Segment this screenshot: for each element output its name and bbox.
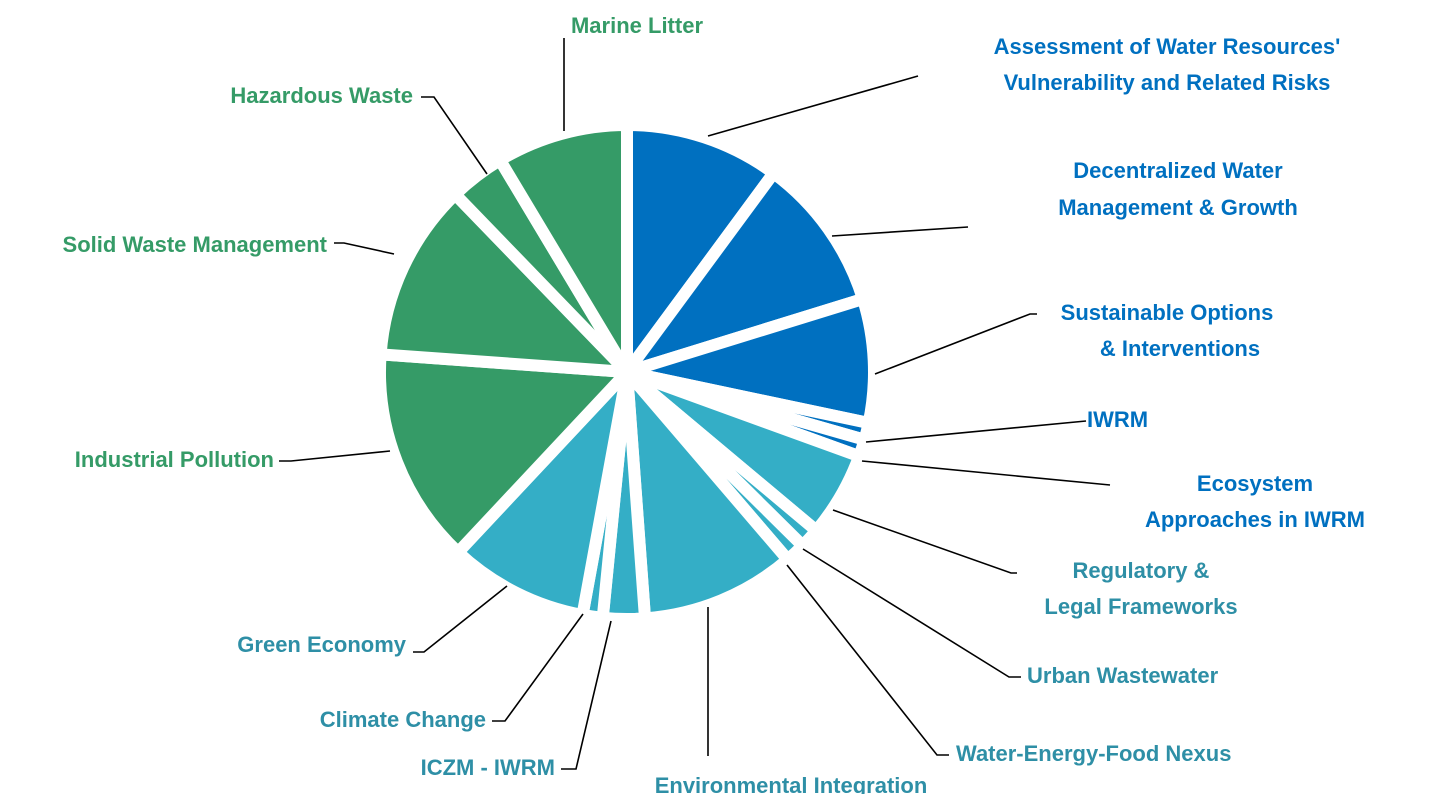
slice-label-regulatory-and-legal-frameworks-line-2: Legal Frameworks — [1044, 594, 1237, 619]
pie-slice-decentralized-water-management-and-growth — [611, 164, 871, 384]
pie-slice-marine-litter — [491, 118, 633, 394]
pie-slice-solid-waste-management — [374, 185, 643, 380]
slice-label-urban-wastewater: Urban Wastewater — [1027, 663, 1219, 688]
slice-label-hazardous-waste: Hazardous Waste — [230, 83, 413, 108]
slice-label-ecosystem-approaches-in-iwrm-line-1: Ecosystem — [1197, 471, 1313, 496]
slice-label-green-economy: Green Economy — [237, 632, 406, 657]
leader-line-hazardous-waste — [421, 96, 488, 175]
slice-label-assessment-of-water-resources-vulnerability-and-related-risks-line-2: Vulnerability and Related Risks — [1004, 70, 1331, 95]
leader-line-water-energy-food-nexus — [786, 564, 949, 756]
pie-slice-environmental-integration — [619, 354, 797, 625]
slice-label-climate-change: Climate Change — [320, 707, 486, 732]
pie-slices — [374, 118, 880, 625]
slice-label-marine-litter: Marine Litter — [571, 13, 703, 38]
leader-line-sustainable-options-and-interventions — [874, 313, 1037, 375]
leader-line-green-economy — [413, 585, 508, 653]
slice-label-industrial-pollution: Industrial Pollution — [75, 447, 274, 472]
leader-line-solid-waste-management — [334, 242, 395, 255]
slice-label-ecosystem-approaches-in-iwrm-line-2: Approaches in IWRM — [1145, 507, 1365, 532]
leader-line-industrial-pollution — [279, 450, 391, 462]
pie-slice-industrial-pollution — [374, 347, 640, 561]
slice-label-decentralized-water-management-and-growth-line-1: Decentralized Water — [1073, 158, 1283, 183]
slice-label-sustainable-options-and-interventions-line-2: & Interventions — [1100, 336, 1260, 361]
leader-line-regulatory-and-legal-frameworks — [832, 509, 1017, 574]
pie-slice-green-economy — [449, 353, 637, 622]
leader-lines — [279, 38, 1111, 770]
leader-line-iwrm — [865, 420, 1087, 443]
slice-label-regulatory-and-legal-frameworks-line-1: Regulatory & — [1073, 558, 1210, 583]
slice-label-iczm-iwrm: ICZM - IWRM — [421, 755, 555, 780]
slice-label-water-energy-food-nexus: Water-Energy-Food Nexus — [956, 741, 1231, 766]
leader-line-ecosystem-approaches-in-iwrm — [861, 460, 1111, 486]
leader-line-climate-change — [492, 613, 584, 722]
slice-labels: Assessment of Water Resources' Vulnerabil… — [63, 13, 1365, 794]
leader-line-iczm-iwrm — [561, 620, 612, 770]
slice-label-solid-waste-management: Solid Waste Management — [63, 232, 328, 257]
pie-slice-assessment-of-water-resources-vulnerability-and-related-risks — [621, 118, 782, 391]
leader-line-urban-wastewater — [802, 548, 1021, 678]
leader-line-assessment-of-water-resources-vulnerability-and-related-risks — [707, 75, 919, 137]
slice-label-decentralized-water-management-and-growth-line-2: Management & Growth — [1058, 195, 1298, 220]
slice-label-sustainable-options-and-interventions-line-1: Sustainable Options — [1061, 300, 1274, 325]
leader-line-decentralized-water-management-and-growth — [831, 226, 969, 237]
slice-label-iwrm: IWRM — [1087, 407, 1148, 432]
slice-label-assessment-of-water-resources-vulnerability-and-related-risks-line-1: Assessment of Water Resources' — [994, 34, 1341, 59]
slice-label-environmental-integration: Environmental Integration — [655, 773, 928, 794]
